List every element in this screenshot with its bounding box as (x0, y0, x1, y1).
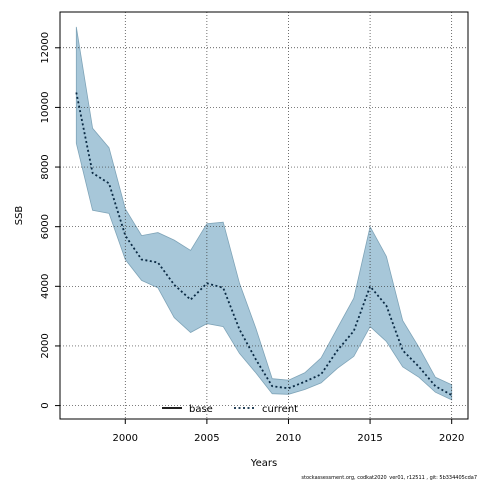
y-tick-label: 0 (40, 402, 51, 408)
plot-frame (59, 11, 469, 420)
series-line-current (75, 92, 453, 396)
confidence-band (75, 26, 453, 401)
y-tick-label: 2000 (40, 333, 51, 358)
x-tick-label: 2005 (194, 433, 219, 444)
y-tick-label: 6000 (40, 214, 51, 239)
x-tick-label: 2000 (113, 433, 138, 444)
y-tick-label: 4000 (40, 274, 51, 299)
x-axis-title: Years (250, 458, 277, 469)
y-axis-title: SSB (14, 206, 25, 226)
x-tick-label: 2020 (439, 433, 464, 444)
x-tick-label: 2015 (357, 433, 382, 444)
x-tick-label: 2010 (276, 433, 301, 444)
y-tick-label: 10000 (40, 92, 51, 124)
legend-label-current: current (262, 404, 298, 415)
y-tick-label: 8000 (40, 154, 51, 179)
credit-text: stockassessment.org, codkat2020_ver01, r… (301, 475, 477, 480)
y-tick-label: 12000 (40, 32, 51, 64)
legend-label-base: base (189, 404, 213, 415)
